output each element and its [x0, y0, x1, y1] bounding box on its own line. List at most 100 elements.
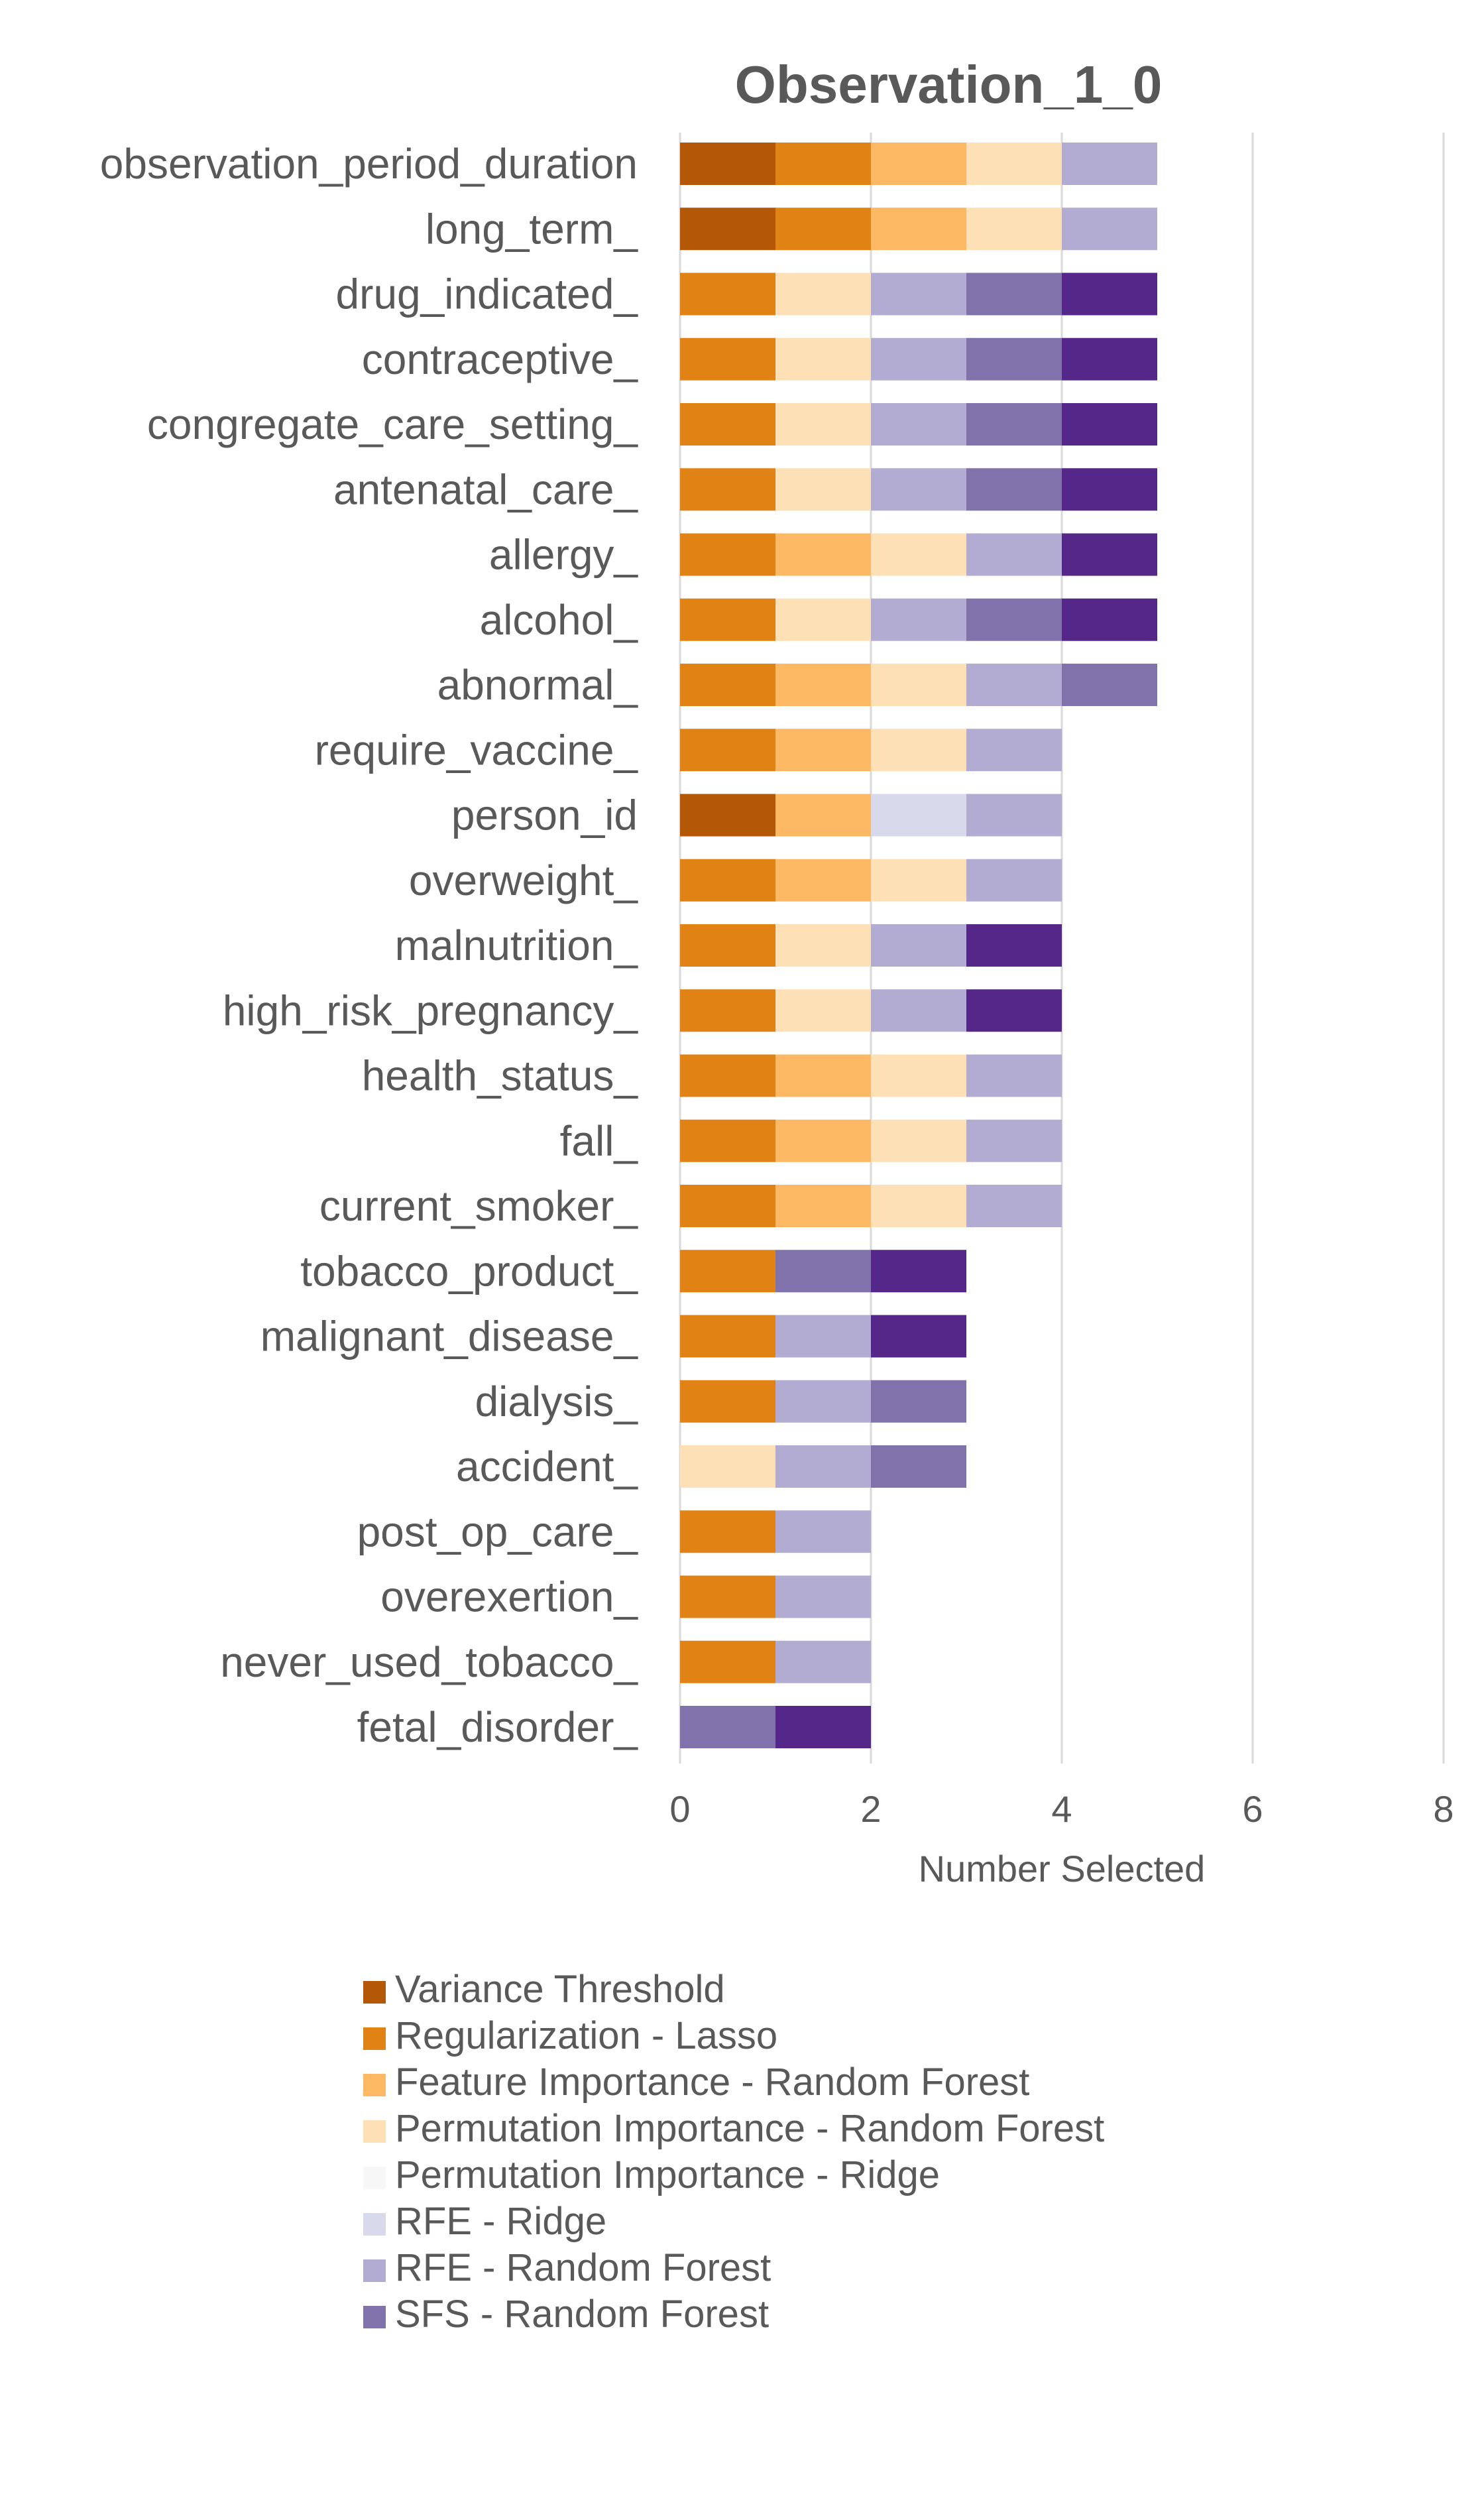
bar-segment [775, 1185, 871, 1227]
bar-segment [775, 208, 871, 251]
x-tick-label: 0 [669, 1788, 690, 1830]
x-tick-label: 4 [1051, 1788, 1072, 1830]
bar-segment [1062, 403, 1157, 446]
bar-segment [966, 1185, 1062, 1227]
category-label: drug_indicated_ [336, 270, 639, 318]
bar-segment [680, 729, 775, 772]
bar-segment [680, 1510, 775, 1553]
bar-segment [680, 1640, 775, 1683]
bar-segment [871, 143, 966, 185]
bar-segment [966, 403, 1062, 446]
category-label: abnormal_ [437, 661, 639, 709]
bar-segment [680, 598, 775, 641]
x-tick-label: 2 [860, 1788, 881, 1830]
bar-segment [775, 533, 871, 576]
bar-segment [680, 794, 775, 837]
bar-segment [775, 794, 871, 837]
legend-swatch [363, 2259, 386, 2282]
x-axis-title: Number Selected [919, 1848, 1206, 1890]
bar-segment [1062, 337, 1157, 381]
bar-segment [775, 403, 871, 446]
legend-label: Feature Importance - Random Forest [395, 2061, 1029, 2104]
legend-swatch [363, 1981, 386, 2004]
legend-label: RFE - Random Forest [395, 2246, 771, 2289]
category-label: contraceptive_ [362, 335, 639, 383]
category-label: never_used_tobacco_ [220, 1638, 638, 1686]
bar-segment [775, 1445, 871, 1488]
bar-segment [966, 337, 1062, 381]
bar-segment [871, 1445, 966, 1488]
legend-label: Permutation Importance - Ridge [395, 2153, 940, 2196]
bar-segment [680, 1250, 775, 1293]
bar-segment [775, 1119, 871, 1162]
bar-segment [966, 924, 1062, 967]
category-label: observation_period_duration [100, 140, 638, 188]
bar-segment [966, 859, 1062, 902]
bar-segment [966, 468, 1062, 511]
chart-title: Observation_1_0 [735, 55, 1163, 114]
bar-segment [680, 1445, 775, 1488]
bar-segment [680, 403, 775, 446]
bar-segment [871, 1119, 966, 1162]
category-label: antenatal_care_ [333, 465, 638, 513]
bar-segment [871, 1054, 966, 1097]
legend-swatch [363, 2074, 386, 2096]
bar-segment [775, 468, 871, 511]
bar-segment [775, 1640, 871, 1683]
legend-swatch [363, 2213, 386, 2236]
bar-segment [680, 1380, 775, 1423]
bar-segment [775, 272, 871, 316]
bar-segment [680, 337, 775, 381]
legend-label: RFE - Ridge [395, 2200, 606, 2243]
bar-segment [871, 403, 966, 446]
category-label: malignant_disease_ [260, 1313, 639, 1360]
bar-segment [680, 143, 775, 185]
bar-segment [775, 1315, 871, 1358]
bar-segment [775, 1575, 871, 1618]
bar-segment [966, 533, 1062, 576]
bar-segment [680, 1315, 775, 1358]
bar-segment [775, 1380, 871, 1423]
legend-swatch [363, 2306, 386, 2328]
bar-segment [775, 729, 871, 772]
x-tick-label: 6 [1242, 1788, 1263, 1830]
category-label: high_risk_pregnancy_ [223, 987, 639, 1034]
bar-segment [775, 1706, 871, 1748]
bar-segment [871, 1185, 966, 1227]
bar-segment [966, 989, 1062, 1032]
bar-segment [871, 1380, 966, 1423]
bar-segment [966, 143, 1062, 185]
bar-segment [680, 208, 775, 251]
bar-segment [871, 1250, 966, 1293]
category-label: alcohol_ [480, 596, 639, 644]
bar-segment [871, 989, 966, 1032]
bar-segment [966, 794, 1062, 837]
bar-segment [680, 1185, 775, 1227]
legend-label: Regularization - Lasso [395, 2014, 777, 2057]
legend-swatch [363, 2027, 386, 2050]
bar-segment [680, 1054, 775, 1097]
category-label: post_op_care_ [357, 1508, 639, 1555]
bar-segment [775, 859, 871, 902]
category-label: person_id [451, 792, 638, 839]
bar-segment [871, 337, 966, 381]
legend-label: Variance Threshold [395, 1968, 725, 2011]
bar-segment [775, 1250, 871, 1293]
bar-segment [1062, 143, 1157, 185]
bar-segment [680, 989, 775, 1032]
bar-segment [680, 1575, 775, 1618]
category-labels: observation_period_duration long_term_dru… [100, 140, 639, 1751]
bar-segment [966, 598, 1062, 641]
bar-segment [680, 533, 775, 576]
bar-segment [966, 1119, 1062, 1162]
category-label: allergy_ [489, 531, 639, 579]
category-label: require_vaccine_ [315, 726, 639, 774]
bar-segment [966, 729, 1062, 772]
bar-segment [680, 1119, 775, 1162]
category-label: overweight_ [409, 857, 639, 904]
bar-segment [775, 143, 871, 185]
bar-segment [680, 272, 775, 316]
